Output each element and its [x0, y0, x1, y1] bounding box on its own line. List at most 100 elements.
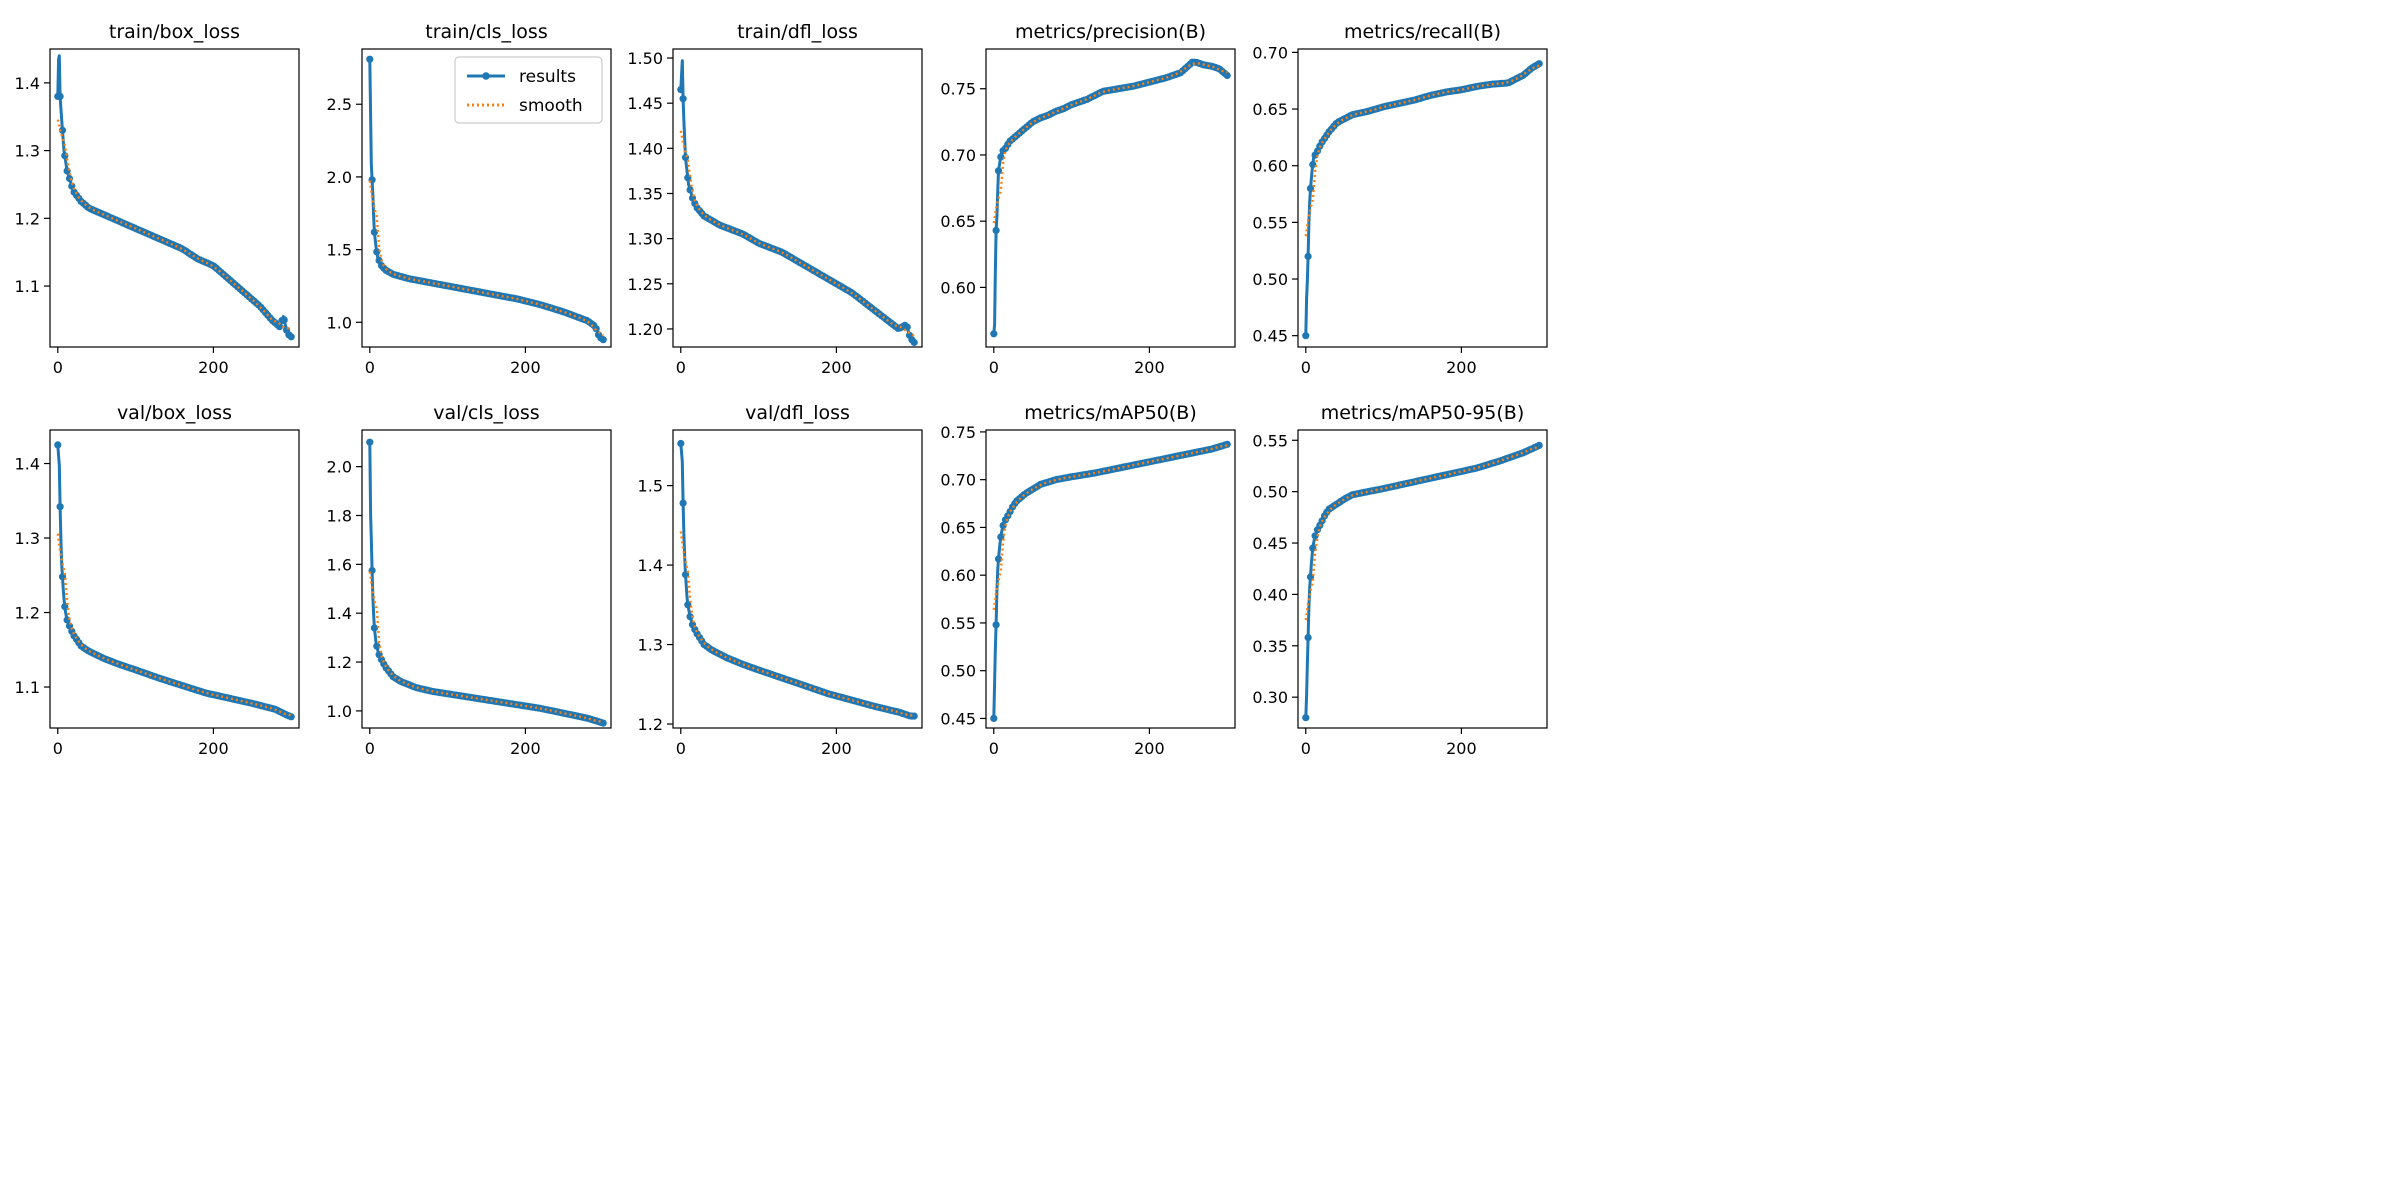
x-tick-label: 200: [510, 358, 541, 377]
y-tick-label: 1.0: [327, 702, 352, 721]
x-tick-label: 0: [53, 358, 63, 377]
series-results-line: [679, 443, 915, 718]
y-tick-label: 1.5: [638, 477, 663, 496]
data-point: [61, 152, 69, 160]
y-tick-label: 1.0: [327, 313, 352, 332]
x-tick-label: 0: [365, 739, 375, 758]
series-results-line: [992, 60, 1229, 334]
data-point: [686, 186, 694, 194]
data-point: [287, 333, 295, 341]
y-tick-label: 1.2: [15, 209, 40, 228]
y-tick-label: 1.3: [15, 142, 40, 161]
y-tick-label: 0.65: [940, 518, 976, 537]
y-tick-label: 1.4: [327, 604, 352, 623]
x-tick-label: 0: [989, 739, 999, 758]
data-point: [1304, 252, 1312, 260]
data-point: [684, 601, 692, 609]
y-tick-label: 1.4: [15, 455, 40, 474]
y-tick-label: 1.8: [327, 506, 352, 525]
panel-title: val/cls_loss: [433, 402, 539, 424]
data-point: [1535, 441, 1543, 449]
y-tick-label: 0.45: [1252, 327, 1288, 346]
data-point: [992, 621, 1000, 629]
x-tick-label: 0: [53, 739, 63, 758]
data-point: [373, 642, 381, 650]
x-tick-label: 200: [1134, 358, 1165, 377]
y-tick-label: 0.35: [1252, 637, 1288, 656]
data-point: [280, 316, 288, 324]
legend-box: [454, 56, 603, 124]
y-tick-label: 1.1: [15, 277, 40, 296]
data-point: [58, 126, 67, 134]
data-point: [994, 167, 1003, 175]
data-point: [287, 713, 295, 721]
data-point: [56, 503, 64, 511]
panel-title: metrics/recall(B): [1344, 21, 1501, 43]
x-tick-label: 200: [198, 739, 229, 758]
data-point: [1223, 71, 1231, 80]
data-point: [1304, 634, 1312, 642]
series-smooth-line: [56, 533, 292, 717]
axes-frame: [49, 48, 300, 348]
data-point: [366, 55, 374, 63]
series-smooth-line: [368, 180, 604, 337]
panel-metrics-recall-b: metrics/recall(B) 0.45 0.50 0.55 0.60 0.65 0.7…: [1252, 21, 1548, 377]
x-tick-label: 200: [1446, 739, 1477, 758]
y-tick-label: 1.50: [627, 49, 663, 68]
panel-title: train/box_loss: [109, 21, 240, 43]
axes-frame: [672, 48, 923, 348]
data-point: [1309, 161, 1317, 169]
y-tick-label: 0.65: [940, 212, 976, 231]
series-results-line: [679, 59, 916, 344]
data-point: [65, 174, 74, 183]
data-point: [599, 719, 607, 727]
axes-frame: [361, 48, 612, 348]
x-tick-label: 0: [676, 358, 686, 377]
panel-val-dfl-loss: val/dfl_loss 1.2 1.3 1.4 1.5 0 200: [638, 402, 923, 758]
x-tick-label: 200: [1134, 739, 1165, 758]
legend-smooth-label: smooth: [519, 96, 583, 116]
panel-title: metrics/mAP50-95(B): [1321, 402, 1525, 424]
series-smooth-line: [1304, 64, 1540, 237]
panel-title: train/dfl_loss: [737, 21, 858, 43]
y-tick-label: 1.2: [638, 715, 663, 734]
y-tick-label: 0.60: [940, 566, 976, 585]
x-tick-label: 0: [989, 358, 999, 377]
panel-val-cls-loss: val/cls_loss 1.0 1.2 1.4 1.6 1.8 2.0 0 200: [327, 402, 612, 758]
y-tick-label: 1.40: [627, 139, 663, 158]
y-tick-label: 1.30: [627, 230, 663, 249]
series-results-line: [56, 444, 292, 719]
x-tick-label: 200: [821, 358, 852, 377]
axes-frame: [49, 429, 300, 729]
y-tick-label: 0.45: [940, 709, 976, 728]
panel-title: metrics/mAP50(B): [1024, 402, 1196, 424]
series-results-line: [1304, 444, 1540, 718]
y-tick-label: 2.0: [327, 458, 352, 477]
y-tick-label: 0.60: [940, 278, 976, 297]
panel-title: metrics/precision(B): [1015, 21, 1206, 43]
data-point: [994, 555, 1003, 563]
y-tick-label: 1.3: [15, 529, 40, 548]
series-smooth-line: [368, 571, 604, 724]
data-point: [1306, 184, 1315, 192]
x-tick-label: 200: [1446, 358, 1477, 377]
data-point: [677, 86, 685, 94]
panel-train-box-loss: train/box_loss 1.1 1.2 1.3 1.4 0 200: [15, 21, 300, 377]
y-tick-label: 0.45: [1252, 534, 1288, 553]
y-tick-label: 1.4: [15, 74, 40, 93]
series-smooth-line: [679, 531, 915, 717]
axes-frame: [361, 429, 612, 729]
y-tick-label: 1.1: [15, 678, 40, 697]
axes-frame: [1297, 48, 1548, 348]
y-tick-label: 2.5: [327, 95, 352, 114]
series-results-line: [1304, 62, 1540, 336]
y-tick-label: 1.6: [327, 555, 352, 574]
y-tick-label: 0.50: [940, 662, 976, 681]
data-point: [990, 330, 998, 338]
x-tick-label: 0: [365, 358, 375, 377]
y-tick-label: 2.0: [327, 168, 352, 187]
legend-results-marker: [482, 72, 490, 80]
panel-title: val/dfl_loss: [745, 402, 850, 424]
y-tick-label: 1.3: [638, 636, 663, 655]
